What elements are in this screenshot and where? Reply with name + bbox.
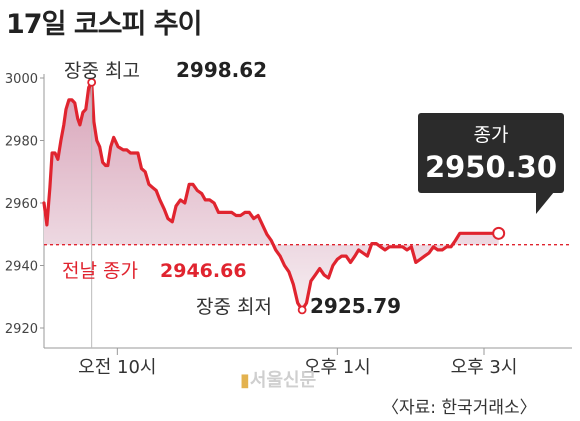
callout-label: 종가 [473,124,509,146]
x-tick-label: 오후 1시 [304,357,371,378]
prev-close-label: 전날 종가 [62,260,138,282]
annotations: 장중 최고 2998.62 전날 종가 2946.66 장중 최저 2925.79 [62,58,401,318]
callout-pointer [536,192,554,214]
area-fill [44,82,499,310]
low-label: 장중 최저 [196,296,272,318]
watermark: ▮서울신문 [240,366,316,392]
high-value: 2998.62 [176,58,267,82]
y-tick-label: 2980 [5,135,38,150]
y-tick-label: 2920 [5,322,38,337]
x-axis: 오전 10시 오후 1시 오후 3시 [44,347,572,378]
y-tick-label: 2960 [5,197,38,212]
high-label: 장중 최고 [64,60,140,82]
source-note: 〈자료: 한국거래소〉 [382,398,537,418]
low-value: 2925.79 [310,294,401,318]
chart-title: 17일 코스피 추이 [6,9,202,40]
y-axis: 3000 2980 2960 2940 2920 [5,72,45,348]
prev-close-value: 2946.66 [160,260,247,282]
close-callout: 종가 2950.30 [418,113,564,193]
low-marker [297,305,307,315]
watermark-text: 서울신문 [249,370,317,391]
close-marker [492,226,506,240]
y-tick-label: 2940 [5,260,38,275]
callout-value: 2950.30 [424,150,558,184]
marks [87,77,506,348]
x-tick-label: 오후 3시 [451,357,518,378]
watermark-mark: ▮ [240,370,250,391]
high-marker [87,77,97,87]
y-tick-label: 3000 [5,72,38,87]
x-tick-label: 오전 10시 [78,357,156,378]
series-line [42,80,501,312]
